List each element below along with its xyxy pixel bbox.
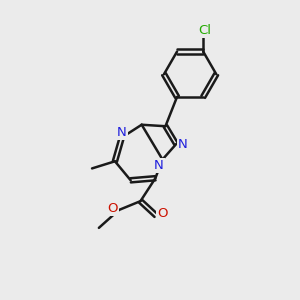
Text: N: N xyxy=(117,126,127,139)
Text: N: N xyxy=(154,159,164,172)
Text: O: O xyxy=(107,202,118,215)
Text: N: N xyxy=(178,138,188,151)
Text: Cl: Cl xyxy=(198,24,211,37)
Text: O: O xyxy=(157,207,168,220)
